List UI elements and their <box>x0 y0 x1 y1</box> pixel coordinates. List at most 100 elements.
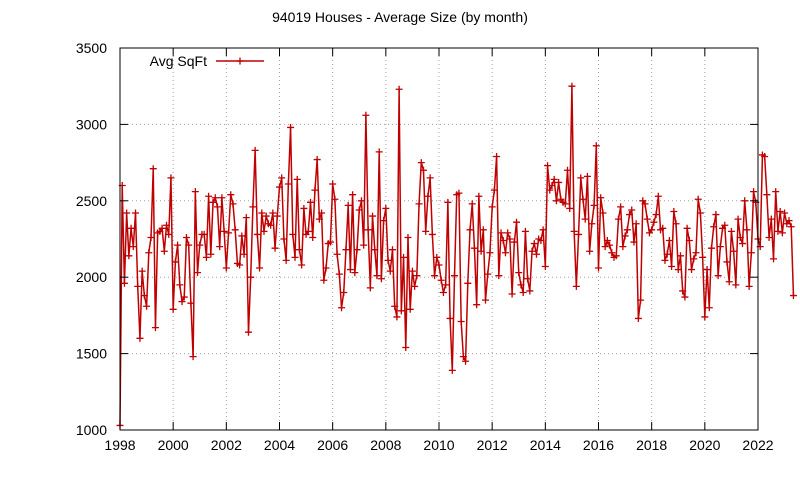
data-point <box>750 188 758 196</box>
data-point <box>521 227 529 235</box>
data-point <box>167 174 175 182</box>
data-point <box>191 188 199 196</box>
data-point <box>437 276 445 284</box>
data-point <box>138 267 146 275</box>
data-point <box>402 343 410 351</box>
data-point <box>488 203 496 211</box>
data-point <box>745 282 753 290</box>
x-tick-label: 1998 <box>104 437 135 453</box>
data-point <box>182 233 190 241</box>
data-point <box>271 244 279 252</box>
data-point <box>606 241 614 249</box>
data-point <box>552 197 560 205</box>
x-tick-label: 2008 <box>370 437 401 453</box>
data-point <box>413 272 421 280</box>
data-point <box>158 224 166 232</box>
data-point <box>681 293 689 301</box>
data-point <box>643 215 651 223</box>
data-point <box>258 209 266 217</box>
data-point <box>701 313 709 321</box>
data-point <box>528 247 536 255</box>
data-point <box>710 223 718 231</box>
legend-label: Avg SqFt <box>150 53 207 69</box>
data-point <box>320 276 328 284</box>
data-point <box>280 235 288 243</box>
data-point <box>291 253 299 261</box>
data-point <box>641 200 649 208</box>
data-point <box>344 201 352 209</box>
data-point <box>400 253 408 261</box>
data-point <box>338 304 346 312</box>
data-point <box>734 215 742 223</box>
data-point <box>289 230 297 238</box>
data-point <box>369 212 377 220</box>
data-point <box>741 197 749 205</box>
data-point <box>422 227 430 235</box>
data-point <box>763 191 771 199</box>
data-point <box>499 237 507 245</box>
data-point <box>781 209 789 217</box>
data-point <box>267 221 275 229</box>
data-point <box>614 215 622 223</box>
data-point <box>668 263 676 270</box>
data-point <box>202 253 210 261</box>
data-point <box>532 250 540 258</box>
data-point <box>455 189 463 197</box>
data-point <box>730 247 738 255</box>
data-point <box>575 230 583 238</box>
data-point <box>692 249 700 257</box>
data-point <box>650 218 658 226</box>
x-tick-label: 2020 <box>689 437 720 453</box>
data-point <box>470 244 478 252</box>
data-point <box>785 217 793 225</box>
data-point <box>789 292 797 300</box>
x-tick-label: 2010 <box>423 437 454 453</box>
data-point <box>597 194 605 202</box>
data-point <box>688 266 696 274</box>
data-point <box>433 253 441 261</box>
data-point <box>490 186 498 194</box>
data-point <box>484 270 492 278</box>
data-point <box>431 272 439 280</box>
x-tick-label: 2022 <box>742 437 773 453</box>
data-point <box>690 255 698 263</box>
data-point <box>727 227 735 235</box>
data-point <box>143 302 151 310</box>
data-point <box>648 226 656 234</box>
data-point <box>537 237 545 245</box>
data-point <box>555 178 563 186</box>
data-point <box>765 233 773 241</box>
data-point <box>743 226 751 234</box>
y-tick-label: 3500 <box>76 40 107 56</box>
data-point <box>388 246 396 254</box>
data-point <box>577 174 585 182</box>
data-point <box>787 223 795 231</box>
data-point <box>446 314 454 322</box>
data-point <box>262 212 270 220</box>
data-point <box>145 249 153 257</box>
data-point <box>384 256 392 264</box>
data-point <box>508 290 516 298</box>
data-point <box>373 272 381 280</box>
data-point <box>180 293 188 301</box>
data-point <box>140 292 148 300</box>
data-point <box>278 174 286 182</box>
data-point <box>335 270 343 278</box>
data-point <box>147 233 155 241</box>
data-point <box>612 252 620 260</box>
data-point <box>357 197 365 205</box>
data-point <box>696 209 704 217</box>
data-point <box>171 258 179 266</box>
data-point <box>705 304 713 312</box>
data-point <box>397 307 405 315</box>
data-point <box>322 264 330 272</box>
data-point <box>475 192 483 200</box>
data-point <box>548 182 556 190</box>
data-point <box>679 287 687 295</box>
data-point <box>295 246 303 254</box>
data-point <box>546 186 554 194</box>
data-point <box>761 152 769 160</box>
data-point <box>586 247 594 255</box>
data-point <box>595 264 602 272</box>
y-tick-label: 1000 <box>76 422 107 438</box>
